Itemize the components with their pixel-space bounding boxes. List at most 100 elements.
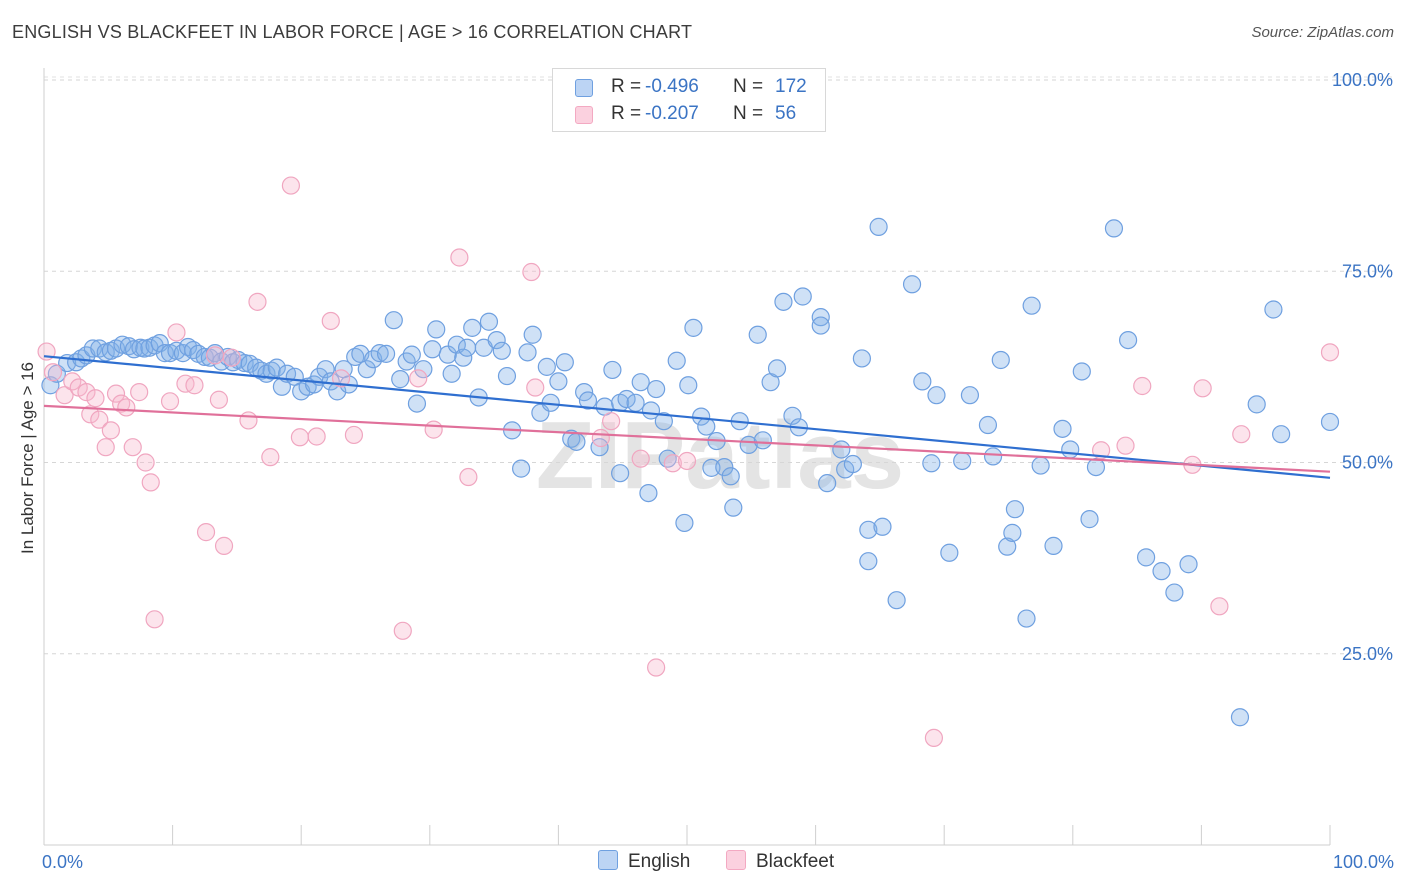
axes: [43, 68, 1331, 846]
english-point: [940, 543, 959, 562]
y-tick-label: 100.0%: [1332, 70, 1393, 90]
english-legend-swatch: [598, 850, 618, 870]
english-point: [454, 348, 473, 367]
english-point: [1005, 500, 1025, 519]
y-tick-label: 25.0%: [1342, 644, 1393, 664]
english-point: [252, 361, 271, 380]
english-point: [1086, 457, 1106, 477]
trend-lines: [43, 355, 1331, 479]
r-value: -0.496: [645, 76, 699, 97]
stats-legend: R = -0.496 N = 172 R = -0.207 N = 56: [552, 68, 826, 132]
blackfeet-point: [677, 451, 697, 471]
english-point: [611, 464, 630, 483]
source-label: Source: ZipAtlas.com: [1251, 24, 1394, 41]
english-point: [1264, 300, 1283, 319]
english-points: [41, 217, 1340, 727]
english-point: [384, 311, 403, 330]
english-point: [873, 517, 892, 536]
blackfeet-point: [96, 438, 115, 457]
blackfeet-point: [214, 536, 234, 555]
blackfeet-point: [1320, 343, 1340, 362]
english-point: [1165, 583, 1184, 602]
blackfeet-point: [591, 428, 610, 448]
n-label: N =: [733, 76, 764, 97]
english-point: [370, 344, 389, 363]
english-point: [1118, 331, 1138, 350]
english-point: [639, 484, 658, 503]
english-point: [518, 343, 537, 362]
english-point: [953, 451, 972, 471]
english-point: [549, 372, 568, 391]
english-point: [679, 376, 698, 395]
english-point: [978, 415, 998, 435]
english-point: [178, 337, 198, 357]
english-point: [578, 391, 598, 410]
blackfeet-point: [81, 405, 100, 424]
english-point: [1320, 412, 1340, 432]
blackfeet-point: [409, 369, 428, 388]
n-value: 56: [775, 103, 797, 124]
english-swatch: [575, 79, 593, 97]
english-point: [1022, 296, 1041, 315]
english-point: [487, 331, 506, 350]
english-point: [1017, 609, 1036, 628]
x-tick-label-min: 0.0%: [42, 852, 84, 872]
blackfeet-point: [344, 425, 364, 445]
r-label: R =: [611, 103, 642, 124]
english-point: [124, 340, 144, 359]
blackfeet-point: [522, 262, 541, 282]
english-point: [1104, 219, 1124, 238]
blackfeet-point: [222, 348, 241, 367]
english-point: [267, 358, 286, 377]
english-point: [715, 457, 734, 477]
english-point: [818, 474, 837, 493]
english-point: [902, 275, 922, 294]
blackfeet-legend-label: Blackfeet: [756, 851, 835, 872]
blackfeet-point: [77, 383, 96, 402]
english-point: [523, 325, 542, 344]
y-axis-title: In Labor Force | Age > 16: [18, 361, 37, 555]
blackfeet-point: [647, 658, 666, 677]
english-point: [479, 312, 499, 331]
english-point: [438, 345, 457, 364]
blackfeet-point: [239, 411, 258, 430]
blackfeet-point: [90, 410, 109, 429]
blackfeet-point: [631, 449, 650, 468]
blackfeet-point: [145, 610, 164, 629]
english-point: [927, 386, 946, 405]
english-point: [869, 217, 888, 236]
n-label: N =: [733, 103, 764, 124]
x-tick-label-max: 100.0%: [1332, 852, 1394, 872]
english-point: [492, 341, 511, 360]
english-point: [1072, 362, 1091, 381]
blackfeet-point: [1116, 436, 1135, 455]
english-point: [567, 432, 586, 451]
english-point: [922, 454, 941, 473]
blackfeet-point: [101, 421, 120, 440]
blackfeet-point: [176, 374, 195, 393]
blackfeet-trend-line: [43, 404, 1331, 473]
english-point: [721, 467, 740, 486]
blackfeet-point: [526, 378, 545, 397]
y-tick-label: 75.0%: [1342, 261, 1393, 281]
english-point: [1247, 395, 1266, 414]
blackfeet-point: [393, 621, 412, 640]
english-point: [626, 393, 645, 412]
blackfeet-point: [1232, 425, 1251, 444]
english-point: [1272, 425, 1291, 444]
english-point: [1061, 440, 1080, 459]
english-point: [119, 337, 138, 356]
blackfeet-point: [86, 389, 105, 408]
blackfeet-point: [106, 384, 126, 403]
english-point: [391, 370, 410, 389]
english-point: [262, 361, 281, 380]
blackfeet-point: [1091, 441, 1111, 460]
english-point: [463, 318, 482, 337]
english-point: [442, 364, 461, 383]
english-point: [998, 537, 1017, 556]
english-point: [859, 552, 878, 571]
english-point: [1080, 510, 1099, 529]
english-point: [562, 429, 581, 448]
blackfeet-point: [117, 398, 136, 417]
blackfeet-point: [160, 392, 180, 411]
